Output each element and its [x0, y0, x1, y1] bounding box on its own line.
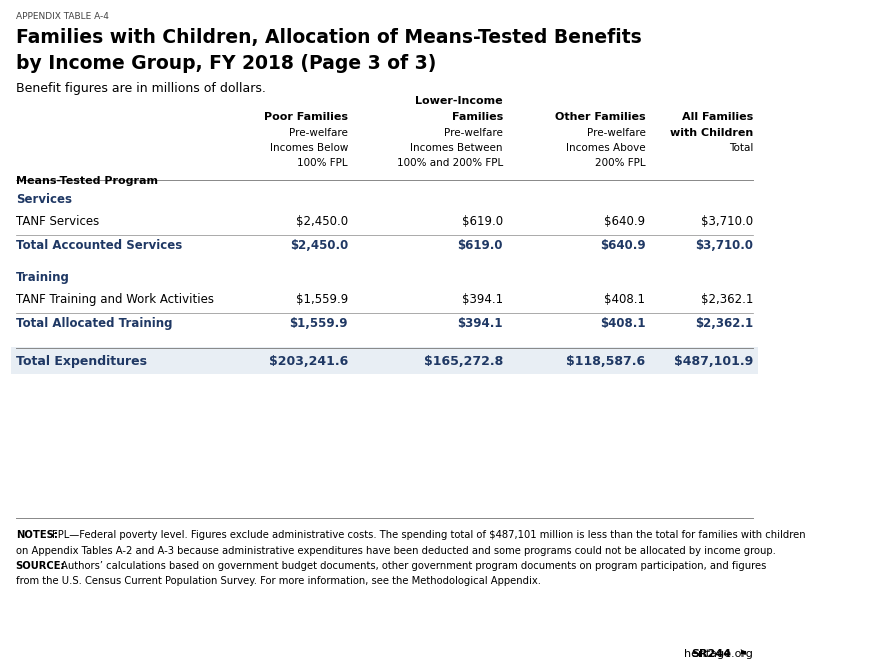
Text: TANF Services: TANF Services — [16, 215, 99, 228]
Text: $487,101.9: $487,101.9 — [674, 355, 753, 368]
Text: Families: Families — [452, 112, 503, 122]
Text: FPL—Federal poverty level. Figures exclude administrative costs. The spending to: FPL—Federal poverty level. Figures exclu… — [52, 530, 806, 540]
Text: Pre-welfare: Pre-welfare — [444, 128, 503, 138]
Text: $1,559.9: $1,559.9 — [289, 317, 348, 330]
Text: $619.0: $619.0 — [457, 239, 503, 252]
Text: Lower-Income: Lower-Income — [415, 97, 503, 106]
Text: $640.9: $640.9 — [605, 215, 645, 228]
Text: $394.1: $394.1 — [457, 317, 503, 330]
Text: Services: Services — [16, 193, 72, 206]
Text: $640.9: $640.9 — [600, 239, 645, 252]
Text: Total Allocated Training: Total Allocated Training — [16, 317, 172, 330]
Text: ⚑: ⚑ — [738, 649, 747, 659]
Text: $394.1: $394.1 — [461, 293, 503, 306]
Text: APPENDIX TABLE A-4: APPENDIX TABLE A-4 — [16, 12, 109, 21]
Text: 100% FPL: 100% FPL — [297, 159, 348, 169]
Text: Authors’ calculations based on government budget documents, other government pro: Authors’ calculations based on governmen… — [61, 561, 766, 571]
Text: Incomes Below: Incomes Below — [270, 143, 348, 153]
Text: 100% and 200% FPL: 100% and 200% FPL — [397, 159, 503, 169]
Text: heritage.org: heritage.org — [684, 649, 753, 659]
Text: NOTES:: NOTES: — [16, 530, 57, 540]
Text: $2,362.1: $2,362.1 — [701, 293, 753, 306]
Text: $118,587.6: $118,587.6 — [567, 355, 645, 368]
Text: Incomes Above: Incomes Above — [566, 143, 645, 153]
Text: Pre-welfare: Pre-welfare — [289, 128, 348, 138]
Text: Families with Children, Allocation of Means-Tested Benefits: Families with Children, Allocation of Me… — [16, 28, 642, 47]
Text: Poor Families: Poor Families — [264, 112, 348, 122]
Text: Training: Training — [16, 271, 70, 284]
Text: $2,450.0: $2,450.0 — [290, 239, 348, 252]
Text: Total: Total — [729, 143, 753, 153]
Text: $619.0: $619.0 — [461, 215, 503, 228]
Text: $1,559.9: $1,559.9 — [296, 293, 348, 306]
Text: $408.1: $408.1 — [605, 293, 645, 306]
Text: SOURCE:: SOURCE: — [16, 561, 65, 571]
Text: on Appendix Tables A-2 and A-3 because administrative expenditures have been ded: on Appendix Tables A-2 and A-3 because a… — [16, 546, 775, 556]
Text: $2,362.1: $2,362.1 — [695, 317, 753, 330]
Text: Total Expenditures: Total Expenditures — [16, 355, 147, 368]
Text: Incomes Between: Incomes Between — [410, 143, 503, 153]
Text: Pre-welfare: Pre-welfare — [587, 128, 645, 138]
Text: All Families: All Families — [682, 112, 753, 122]
Text: $408.1: $408.1 — [600, 317, 645, 330]
Text: $165,272.8: $165,272.8 — [423, 355, 503, 368]
Text: by Income Group, FY 2018 (Page 3 of 3): by Income Group, FY 2018 (Page 3 of 3) — [16, 54, 436, 73]
Text: 200% FPL: 200% FPL — [595, 159, 645, 169]
Text: Benefit figures are in millions of dollars.: Benefit figures are in millions of dolla… — [16, 82, 265, 95]
Text: from the U.S. Census Current Population Survey. For more information, see the Me: from the U.S. Census Current Population … — [16, 577, 541, 587]
Text: $203,241.6: $203,241.6 — [269, 355, 348, 368]
Text: Other Families: Other Families — [555, 112, 645, 122]
Text: $2,450.0: $2,450.0 — [296, 215, 348, 228]
FancyBboxPatch shape — [11, 347, 758, 374]
Text: SR244: SR244 — [691, 649, 732, 659]
Text: Total Accounted Services: Total Accounted Services — [16, 239, 182, 252]
Text: Means-Tested Program: Means-Tested Program — [16, 176, 157, 186]
Text: $3,710.0: $3,710.0 — [696, 239, 753, 252]
Text: $3,710.0: $3,710.0 — [701, 215, 753, 228]
Text: TANF Training and Work Activities: TANF Training and Work Activities — [16, 293, 214, 306]
Text: with Children: with Children — [670, 128, 753, 138]
